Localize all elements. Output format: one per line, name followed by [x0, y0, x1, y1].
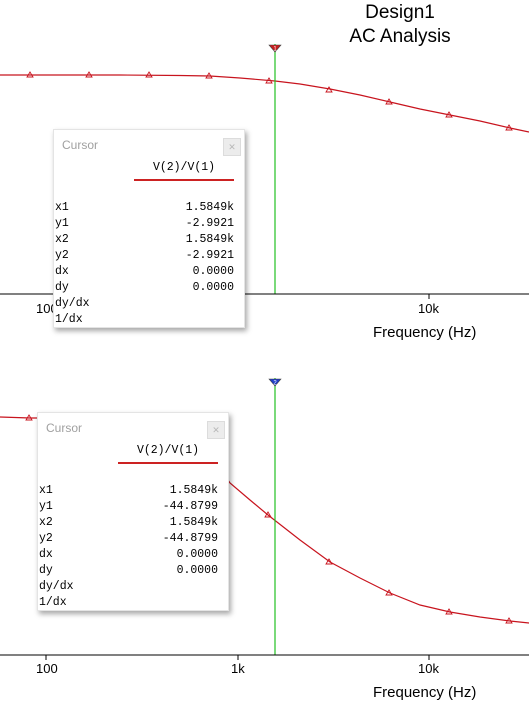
bottom-plot[interactable]: 2 100 1k 10k Frequency (Hz): [0, 378, 529, 701]
cursor-row-x2: x2 1.5849k: [55, 233, 234, 246]
cursor-row-y2: y2 -2.9921: [55, 249, 234, 262]
bottom-tick-label-100: 100: [36, 661, 58, 676]
bottom-cursor-panel[interactable]: Cursor ✕ V(2)/V(1) x1 1.5849k y1 -44.8799 …: [37, 412, 229, 611]
cursor-row-dydx: dy/dx: [55, 297, 90, 310]
top-trace: [0, 74, 529, 133]
cursor-row-x1: x1 1.5849k: [39, 484, 218, 497]
close-icon[interactable]: ✕: [207, 421, 225, 439]
top-trace-markers: [26, 71, 513, 131]
bottom-tick-label-1k: 1k: [231, 661, 245, 676]
cursor-column-header: V(2)/V(1): [134, 161, 234, 181]
cursor-row-1dx: 1/dx: [39, 596, 67, 609]
cursor-row-x1: x1 1.5849k: [55, 201, 234, 214]
cursor-row-dy: dy 0.0000: [55, 281, 234, 294]
cursor-row-x2: x2 1.5849k: [39, 516, 218, 529]
design-name: Design1: [365, 2, 435, 23]
bottom-cursor-marker[interactable]: 2: [268, 378, 282, 387]
bottom-x-axis-label: Frequency (Hz): [373, 684, 476, 701]
cursor-row-1dx: 1/dx: [55, 313, 83, 326]
cursor-row-y1: y1 -44.8799: [39, 500, 218, 513]
top-x-axis-label: Frequency (Hz): [373, 324, 476, 341]
top-tick-label-10k: 10k: [418, 301, 439, 316]
top-plot[interactable]: 1 100 10k Frequency (Hz): [0, 44, 529, 341]
bottom-trace-markers: [25, 414, 513, 624]
top-tick-label-100: 100: [36, 301, 58, 316]
bottom-tick-label-10k: 10k: [418, 661, 439, 676]
svg-text:1: 1: [273, 47, 277, 53]
cursor-row-y1: y1 -2.9921: [55, 217, 234, 230]
top-cursor-panel[interactable]: Cursor ✕ V(2)/V(1) x1 1.5849k y1 -2.9921 x…: [53, 129, 245, 328]
analysis-name: AC Analysis: [349, 26, 451, 47]
cursor-row-dx: dx 0.0000: [55, 265, 234, 278]
cursor-row-dx: dx 0.0000: [39, 548, 218, 561]
top-cursor-marker[interactable]: 1: [268, 44, 282, 53]
graph-title: Design1 AC Analysis: [320, 1, 480, 49]
cursor-column-header: V(2)/V(1): [118, 444, 218, 464]
cursor-row-dy: dy 0.0000: [39, 564, 218, 577]
cursor-row-dydx: dy/dx: [39, 580, 74, 593]
svg-text:2: 2: [273, 381, 277, 387]
cursor-panel-title: Cursor: [46, 421, 83, 435]
close-icon[interactable]: ✕: [223, 138, 241, 156]
cursor-panel-title: Cursor: [62, 138, 99, 152]
cursor-row-y2: y2 -44.8799: [39, 532, 218, 545]
